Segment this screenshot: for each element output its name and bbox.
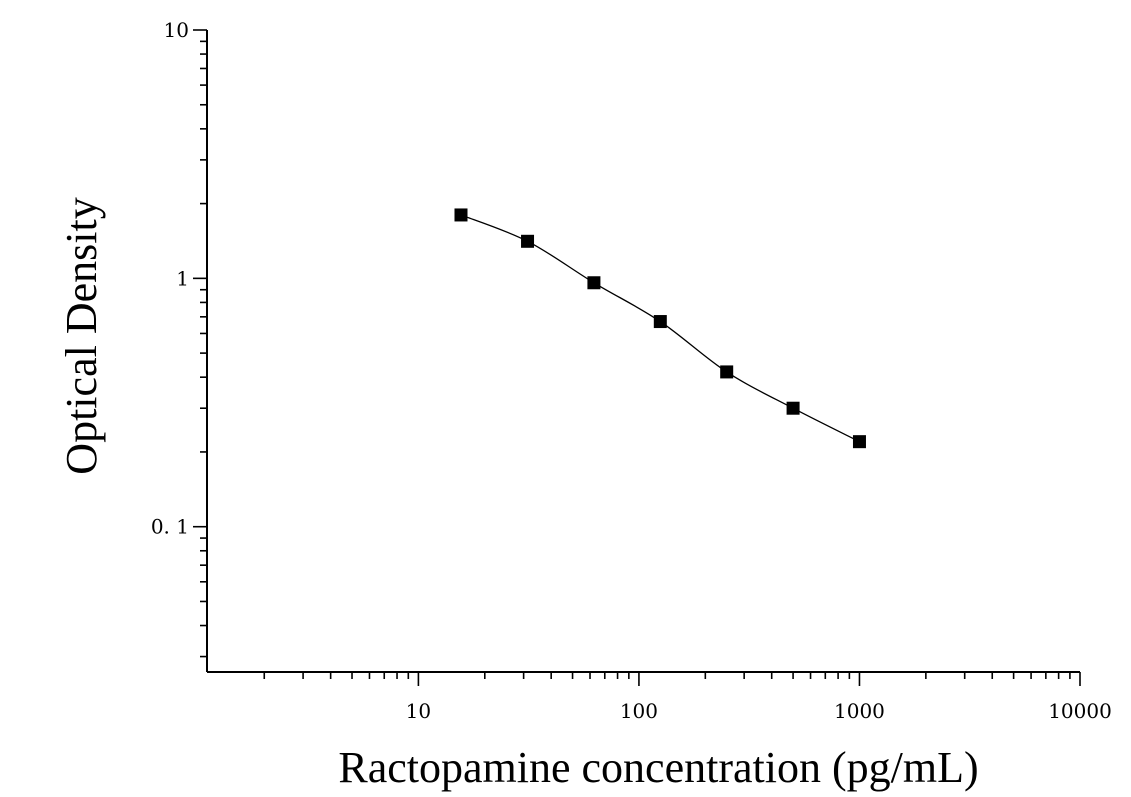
data-point	[720, 365, 734, 379]
y-tick-label: 0. 1	[151, 515, 189, 539]
data-point	[653, 315, 667, 329]
x-tick-label: 10	[406, 699, 431, 723]
y-tick-label: 1	[176, 266, 189, 290]
y-axis-title: Optical Density	[57, 197, 106, 474]
data-point	[587, 276, 601, 290]
x-axis-title: Ractopamine concentration (pg/mL)	[338, 743, 978, 792]
data-point	[852, 435, 866, 449]
minor-ticks	[200, 40, 1071, 679]
major-ticks	[193, 29, 1081, 686]
data-point	[454, 208, 468, 222]
data-points	[454, 208, 866, 449]
x-tick-label: 1000	[834, 699, 885, 723]
data-point	[786, 401, 800, 415]
y-tick-labels: 10 1 0. 1	[151, 18, 189, 539]
data-point	[521, 234, 535, 248]
y-tick-label: 10	[164, 18, 189, 42]
fit-curve	[460, 214, 860, 443]
x-tick-label: 100	[620, 699, 658, 723]
x-tick-labels: 10 100 1000 10000	[406, 699, 1112, 723]
x-tick-label: 10000	[1048, 699, 1112, 723]
